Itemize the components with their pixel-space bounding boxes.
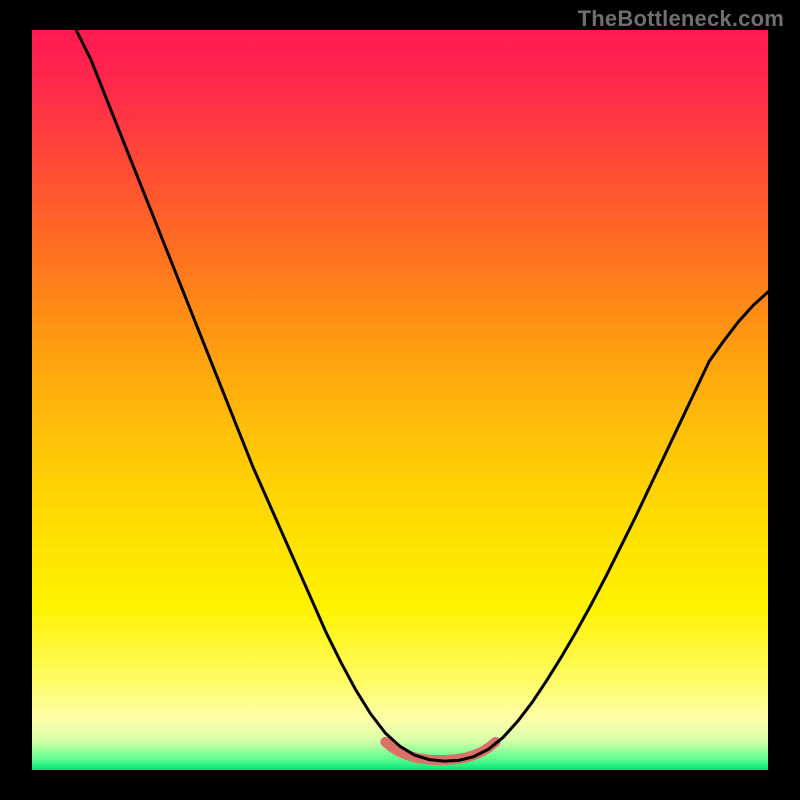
watermark-text: TheBottleneck.com <box>578 6 784 32</box>
gradient-background <box>32 30 768 770</box>
plot-area <box>32 30 768 770</box>
chart-svg <box>32 30 768 770</box>
chart-frame: TheBottleneck.com <box>0 0 800 800</box>
